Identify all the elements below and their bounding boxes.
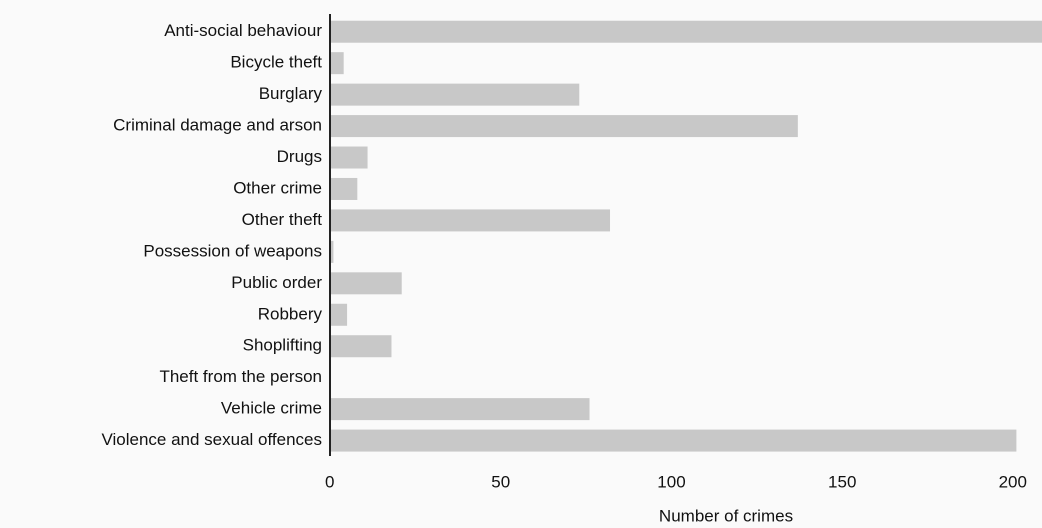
y-tick-label: Criminal damage and arson bbox=[113, 116, 322, 135]
bar bbox=[330, 272, 402, 295]
y-tick-label: Bicycle theft bbox=[230, 53, 322, 72]
x-axis-label: Number of crimes bbox=[659, 506, 793, 525]
bar bbox=[330, 146, 368, 169]
y-tick-label: Vehicle crime bbox=[221, 399, 322, 418]
y-tick-label: Other crime bbox=[233, 178, 322, 197]
y-tick-label: Public order bbox=[231, 273, 322, 292]
x-tick-label: 200 bbox=[999, 472, 1027, 491]
bar bbox=[330, 398, 590, 421]
bar bbox=[330, 20, 1042, 43]
x-tick-label: 150 bbox=[828, 472, 856, 491]
y-tick-label: Possession of weapons bbox=[143, 241, 322, 260]
bar bbox=[330, 303, 348, 326]
bar bbox=[330, 177, 358, 200]
bar bbox=[330, 83, 580, 106]
bar bbox=[330, 429, 1017, 452]
y-tick-label: Robbery bbox=[258, 304, 323, 323]
y-tick-label: Burglary bbox=[259, 84, 323, 103]
y-tick-label: Other theft bbox=[242, 210, 323, 229]
x-tick-label: 0 bbox=[325, 472, 334, 491]
x-tick-label: 50 bbox=[491, 472, 510, 491]
x-tick-label: 100 bbox=[657, 472, 685, 491]
bar bbox=[330, 52, 344, 75]
y-tick-label: Theft from the person bbox=[159, 367, 322, 386]
y-tick-label: Anti-social behaviour bbox=[164, 21, 322, 40]
plot-area bbox=[330, 20, 1042, 452]
bar bbox=[330, 115, 798, 138]
bar bbox=[330, 240, 334, 263]
bar bbox=[330, 209, 611, 232]
y-tick-label: Drugs bbox=[277, 147, 322, 166]
y-tick-label: Violence and sexual offences bbox=[101, 430, 322, 449]
bar bbox=[330, 335, 392, 358]
y-tick-label: Shoplifting bbox=[243, 336, 322, 355]
